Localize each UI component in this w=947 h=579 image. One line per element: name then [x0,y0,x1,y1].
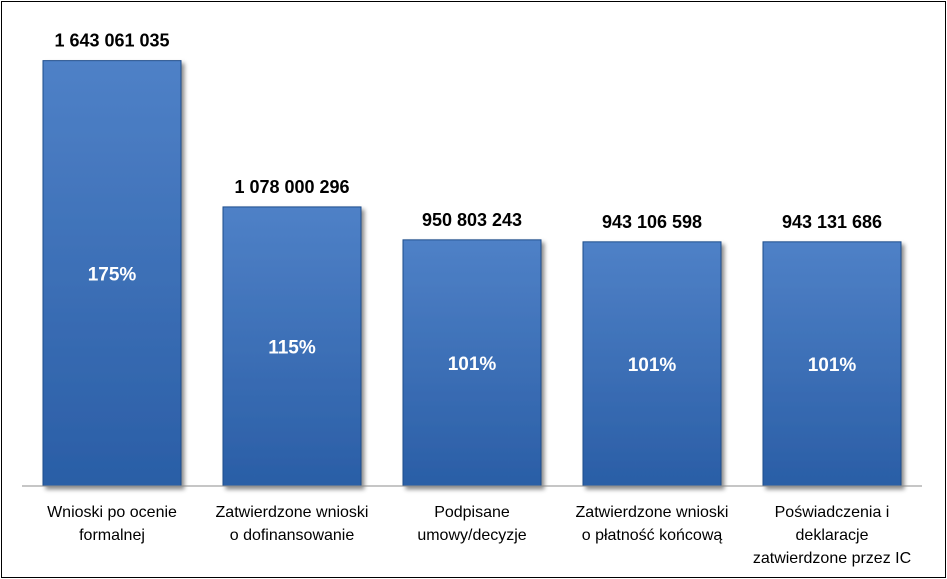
bar-2 [222,206,362,487]
value-label-3: 950 803 243 [422,210,522,230]
percent-label-5: 101% [808,355,857,376]
category-label-1: Wnioski po ocenie formalnej [47,504,177,544]
category-label-2: Zatwierdzone wnioski o dofinansowanie [216,504,369,544]
value-label-2: 1 078 000 296 [234,177,349,197]
percent-label-1: 175% [88,264,137,285]
percent-label-2: 115% [268,337,316,358]
bar-5 [762,241,902,487]
value-label-4: 943 106 598 [602,212,702,232]
bar-1 [42,60,182,487]
value-label-5: 943 131 686 [782,212,882,232]
category-label-4: Zatwierdzone wnioski o płatność końcową [576,504,729,544]
category-label-3: Podpisane umowy/decyzje [417,504,526,544]
bar-4 [582,241,722,487]
percent-label-4: 101% [628,355,677,376]
value-label-1: 1 643 061 035 [54,31,169,51]
percent-label-3: 101% [448,354,497,375]
category-label-5: Poświadczenia i deklaracje zatwierdzone pr… [753,504,911,567]
bar-3 [402,239,542,487]
